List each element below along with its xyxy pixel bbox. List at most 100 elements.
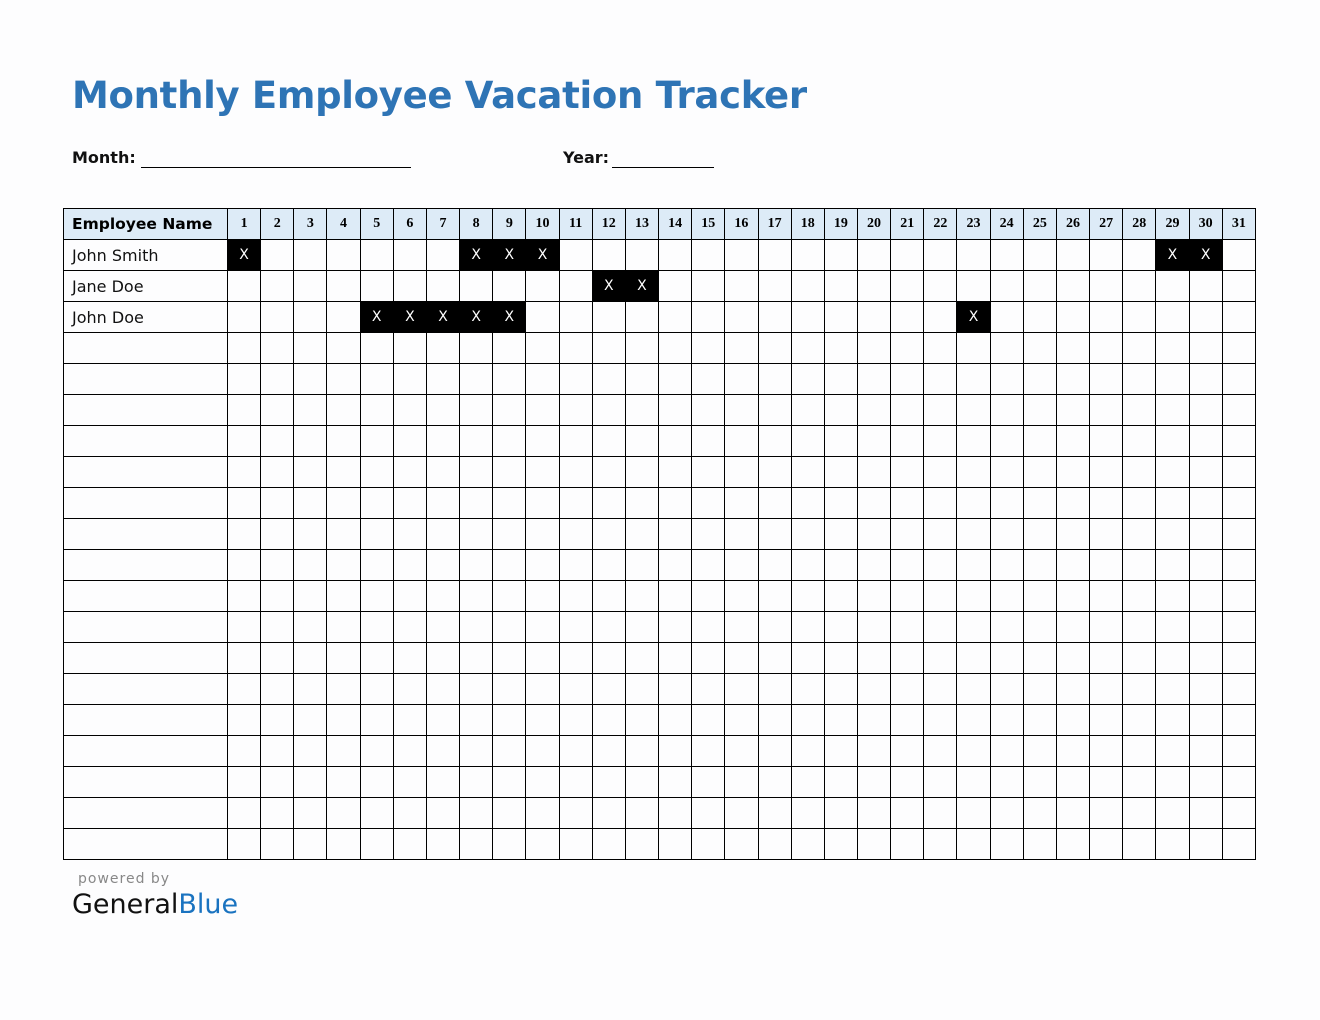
day-cell[interactable] — [591, 487, 626, 519]
day-cell[interactable] — [624, 580, 660, 612]
day-cell[interactable] — [525, 673, 560, 705]
day-cell[interactable] — [1055, 611, 1091, 643]
day-cell[interactable] — [1122, 239, 1157, 271]
day-cell[interactable] — [558, 487, 593, 519]
day-cell[interactable] — [260, 518, 295, 550]
day-cell[interactable] — [558, 766, 593, 798]
day-cell[interactable] — [1089, 487, 1124, 519]
day-cell[interactable] — [525, 394, 560, 426]
day-cell[interactable] — [923, 456, 958, 488]
day-cell[interactable] — [392, 704, 427, 736]
day-cell[interactable] — [558, 797, 593, 829]
day-cell[interactable] — [658, 518, 693, 550]
day-cell[interactable] — [624, 332, 660, 364]
day-cell[interactable] — [658, 363, 693, 395]
day-cell[interactable] — [1188, 363, 1223, 395]
day-cell[interactable] — [724, 239, 759, 271]
day-cell[interactable] — [724, 363, 759, 395]
day-cell[interactable] — [691, 270, 726, 302]
day-cell[interactable] — [226, 332, 262, 364]
day-cell[interactable] — [691, 394, 726, 426]
day-cell[interactable] — [757, 487, 792, 519]
day-cell[interactable] — [525, 363, 560, 395]
day-cell[interactable]: X — [459, 301, 494, 333]
day-cell[interactable] — [260, 673, 295, 705]
day-cell[interactable] — [956, 487, 991, 519]
employee-name-cell[interactable]: John Doe — [63, 301, 228, 333]
day-cell[interactable] — [525, 270, 560, 302]
day-cell[interactable] — [1155, 766, 1190, 798]
day-cell[interactable] — [1022, 270, 1057, 302]
day-cell[interactable] — [525, 828, 560, 860]
day-cell[interactable] — [1221, 332, 1257, 364]
day-cell[interactable] — [691, 518, 726, 550]
day-cell[interactable] — [1055, 797, 1091, 829]
day-cell[interactable] — [1122, 425, 1157, 457]
day-cell[interactable] — [525, 797, 560, 829]
day-cell[interactable] — [1188, 797, 1223, 829]
day-cell[interactable] — [260, 332, 295, 364]
day-cell[interactable] — [1122, 797, 1157, 829]
day-cell[interactable] — [1089, 301, 1124, 333]
day-cell[interactable] — [392, 456, 427, 488]
day-cell[interactable] — [425, 704, 461, 736]
day-cell[interactable] — [1221, 425, 1257, 457]
day-cell[interactable] — [1188, 270, 1223, 302]
day-cell[interactable] — [1188, 301, 1223, 333]
day-cell[interactable] — [1221, 363, 1257, 395]
day-cell[interactable] — [1122, 301, 1157, 333]
day-cell[interactable] — [326, 363, 361, 395]
employee-name-cell[interactable] — [63, 766, 228, 798]
day-cell[interactable] — [624, 518, 660, 550]
day-cell[interactable] — [459, 642, 494, 674]
day-cell[interactable] — [293, 270, 328, 302]
day-cell[interactable] — [326, 828, 361, 860]
day-cell[interactable] — [923, 239, 958, 271]
day-cell[interactable] — [1055, 766, 1091, 798]
day-cell[interactable] — [226, 797, 262, 829]
day-cell[interactable] — [923, 766, 958, 798]
day-cell[interactable] — [558, 580, 593, 612]
day-cell[interactable] — [989, 704, 1024, 736]
day-cell[interactable] — [558, 363, 593, 395]
day-cell[interactable] — [492, 487, 527, 519]
day-cell[interactable] — [890, 363, 925, 395]
employee-name-cell[interactable] — [63, 673, 228, 705]
day-cell[interactable] — [923, 673, 958, 705]
day-cell[interactable] — [591, 673, 626, 705]
day-cell[interactable] — [989, 735, 1024, 767]
day-cell[interactable] — [1022, 332, 1057, 364]
day-cell[interactable] — [1155, 487, 1190, 519]
day-cell[interactable] — [1221, 549, 1257, 581]
day-cell[interactable] — [591, 735, 626, 767]
day-cell[interactable] — [923, 425, 958, 457]
day-cell[interactable] — [392, 332, 427, 364]
day-cell[interactable] — [624, 642, 660, 674]
day-cell[interactable] — [459, 549, 494, 581]
day-cell[interactable] — [1155, 642, 1190, 674]
day-cell[interactable] — [989, 456, 1024, 488]
day-cell[interactable] — [890, 239, 925, 271]
day-cell[interactable] — [1188, 580, 1223, 612]
day-cell[interactable] — [790, 239, 825, 271]
employee-name-cell[interactable] — [63, 394, 228, 426]
day-cell[interactable] — [823, 735, 858, 767]
day-cell[interactable] — [260, 425, 295, 457]
day-cell[interactable] — [890, 797, 925, 829]
day-cell[interactable] — [890, 425, 925, 457]
day-cell[interactable] — [989, 425, 1024, 457]
day-cell[interactable] — [293, 456, 328, 488]
day-cell[interactable] — [890, 704, 925, 736]
day-cell[interactable] — [757, 270, 792, 302]
day-cell[interactable] — [425, 797, 461, 829]
day-cell[interactable] — [326, 270, 361, 302]
day-cell[interactable] — [326, 456, 361, 488]
day-cell[interactable] — [226, 363, 262, 395]
day-cell[interactable] — [226, 580, 262, 612]
day-cell[interactable] — [890, 394, 925, 426]
day-cell[interactable] — [1155, 735, 1190, 767]
day-cell[interactable] — [691, 704, 726, 736]
day-cell[interactable] — [1089, 332, 1124, 364]
day-cell[interactable] — [558, 394, 593, 426]
day-cell[interactable] — [293, 735, 328, 767]
